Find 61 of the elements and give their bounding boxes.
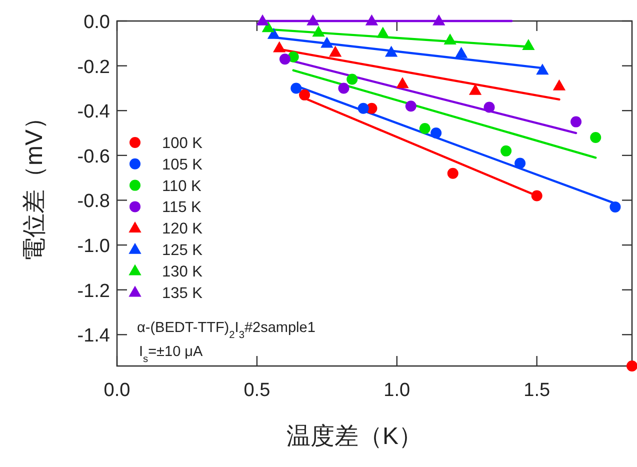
point — [610, 201, 621, 212]
annotation: I$_{s}$=±10 μA — [139, 344, 204, 364]
point — [419, 123, 430, 134]
x-tick-label: 1.0 — [384, 380, 410, 401]
point — [531, 190, 542, 202]
point — [454, 46, 468, 58]
y-axis-title: 電位差（mV） — [21, 106, 48, 262]
point — [290, 82, 302, 94]
legend-label: 135 K — [162, 284, 204, 302]
point — [358, 102, 369, 114]
y-tick-label: -0.8 — [77, 191, 110, 212]
legend-label: 115 K — [162, 199, 202, 216]
y-tick-label: -1.2 — [77, 280, 110, 302]
point — [484, 102, 495, 113]
point — [444, 33, 456, 44]
x-tick-label: 0.0 — [104, 380, 130, 401]
point — [432, 14, 446, 26]
point — [273, 41, 286, 52]
legend-label: 125 K — [162, 242, 204, 259]
x-tick-label: 1.5 — [524, 380, 550, 401]
point — [430, 128, 442, 139]
point — [536, 64, 549, 75]
point — [346, 74, 358, 85]
y-tick-label: -0.4 — [77, 102, 110, 123]
point — [514, 158, 526, 169]
legend-label: 130 K — [162, 263, 204, 280]
point — [384, 46, 398, 57]
point — [405, 100, 416, 112]
legend-label: 110 K — [162, 178, 202, 195]
point — [279, 54, 290, 65]
point — [626, 360, 637, 372]
y-tick-label: -0.6 — [77, 146, 110, 168]
point — [500, 145, 512, 156]
point — [328, 46, 342, 57]
y-tick-label: -1.4 — [77, 326, 110, 347]
point — [306, 14, 320, 26]
point — [320, 36, 334, 48]
point — [256, 14, 269, 26]
point — [267, 28, 280, 39]
annotation: α-(BEDT-TTF)$_{2}$I$_{3}$#2sample1 — [137, 320, 316, 340]
point — [552, 79, 566, 90]
point — [312, 26, 325, 37]
point — [365, 14, 378, 26]
point — [338, 82, 350, 94]
x-tick-label: 0.5 — [244, 380, 270, 401]
point — [570, 116, 582, 128]
point — [468, 84, 482, 95]
x-axis-title: 温度差（K） — [286, 423, 423, 450]
point — [590, 132, 602, 143]
legend-label: 100 K — [162, 135, 204, 152]
y-tick-label: -1.0 — [77, 236, 110, 258]
point — [447, 168, 458, 179]
point — [262, 21, 274, 32]
legend-label: 120 K — [162, 220, 204, 238]
y-tick-label: -0.2 — [77, 56, 110, 78]
point — [522, 39, 535, 50]
point — [376, 26, 390, 38]
point — [396, 77, 409, 88]
point — [299, 89, 310, 100]
legend-label: 105 K — [162, 156, 204, 174]
y-tick-label: 0.0 — [84, 12, 110, 33]
